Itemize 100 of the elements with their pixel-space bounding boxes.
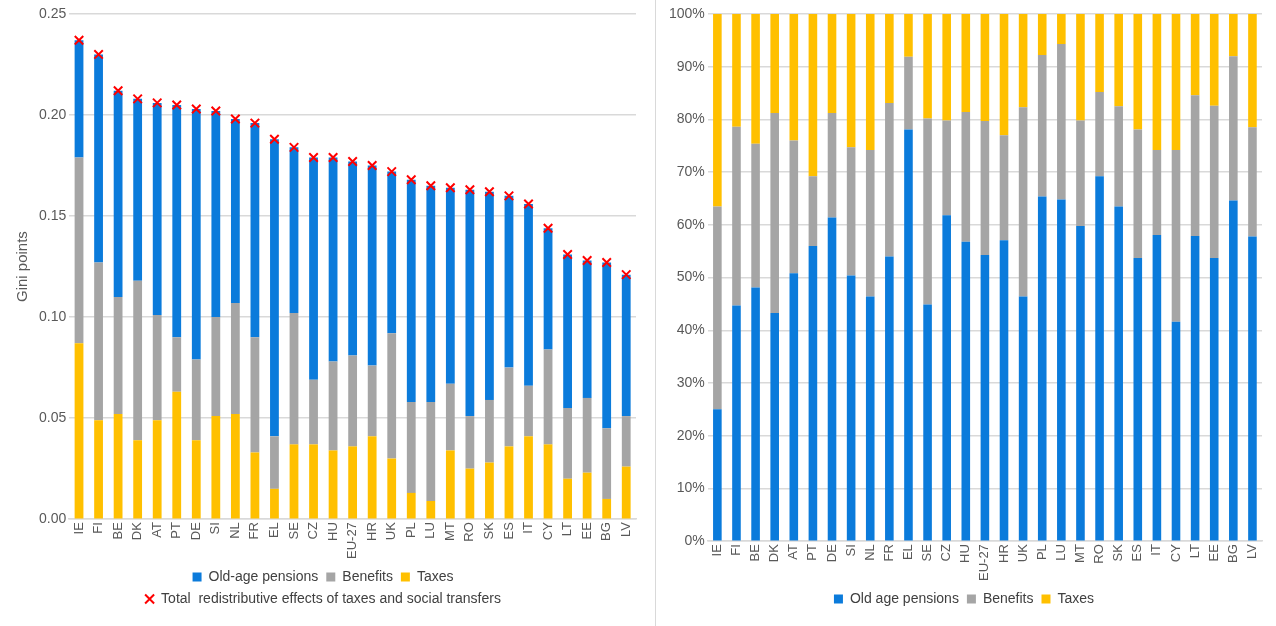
bar [1229,14,1238,57]
bar [980,121,990,255]
bar [980,14,990,122]
bar [1209,14,1219,106]
bar [1133,14,1143,130]
x-tick-label: IT [520,522,536,534]
y-tick-label: 0.00 [39,510,67,527]
bar [1152,14,1162,151]
bar [289,147,299,314]
bar [942,14,951,121]
point [562,249,573,260]
legend-label: Benefits [342,567,393,584]
x-tick-label: SK [481,521,496,540]
point [542,222,554,234]
bar [1171,321,1181,541]
bar [133,440,143,519]
bar [387,333,397,459]
x-tick-label: IE [70,521,86,535]
bar [348,355,358,447]
x-tick-label: RO [461,522,477,542]
x-tick-label: EU-27 [344,522,360,560]
bar [1190,235,1200,541]
bar [465,416,475,469]
bar [367,436,377,519]
bar [250,452,260,519]
bar [113,296,123,415]
point [230,113,241,125]
bar [865,296,875,541]
x-tick-label: MT [441,522,457,541]
y-tick-label: 40% [676,321,705,338]
bar [808,14,818,177]
bar [713,14,722,207]
bar [94,262,103,421]
bar [387,171,397,334]
x-tick-label: EU-27 [976,544,992,582]
bar [191,359,201,441]
bar [1076,14,1085,121]
bar [485,462,494,519]
point [132,93,143,105]
bar [1171,150,1181,322]
x-tick-label: ES [1129,543,1145,562]
x-tick-label: LV [617,521,633,538]
point [601,257,612,268]
point [308,152,319,163]
x-tick-label: PL [402,522,418,539]
bar [485,191,494,400]
point [93,49,104,60]
point [288,142,300,153]
y-tick-label: 100% [668,4,705,21]
point [269,134,280,145]
bar [426,500,436,519]
bar [445,450,455,519]
bar [751,287,760,541]
bar [732,14,741,127]
y-tick-label: 50% [676,268,705,285]
bar [1133,129,1143,259]
x-tick-label: RO [1091,544,1107,564]
x-tick-label: LU [1052,544,1068,561]
bar [289,444,299,519]
bar [980,254,990,541]
x-tick-label: SK [1110,543,1126,562]
bar [406,179,416,402]
bar [387,458,397,519]
bar [1190,95,1200,236]
x-tick-label: CZ [938,544,954,562]
bar [770,312,779,541]
bar [999,240,1009,541]
bar [485,399,494,463]
x-tick-label: PT [168,522,184,539]
bar [621,416,631,467]
bar [1171,14,1181,151]
x-tick-label: BG [598,522,614,541]
bar [1152,234,1162,541]
bar [94,420,103,519]
bar [1076,225,1085,541]
legend-label: Taxes [416,567,454,584]
bar [250,123,260,338]
x-tick-label: PT [804,544,820,561]
bar [904,129,913,541]
bar [348,446,358,519]
x-tick-label: EL [900,544,916,561]
bar [1037,196,1047,541]
bar [211,110,221,318]
point [151,97,163,109]
bar [309,379,318,445]
bar [152,315,162,421]
y-axis-title: Gini points [13,231,31,303]
bar [152,420,162,519]
bar [543,444,553,519]
bar [152,102,162,316]
bar [1114,106,1123,207]
bar [1114,206,1123,541]
bar [406,492,416,519]
bar [999,135,1009,241]
x-tick-label: CY [1167,543,1183,563]
point [327,152,339,163]
x-tick-label: CZ [305,522,321,540]
bar [846,147,856,276]
point [581,255,593,266]
legend-label: Old age pensions [849,589,959,606]
